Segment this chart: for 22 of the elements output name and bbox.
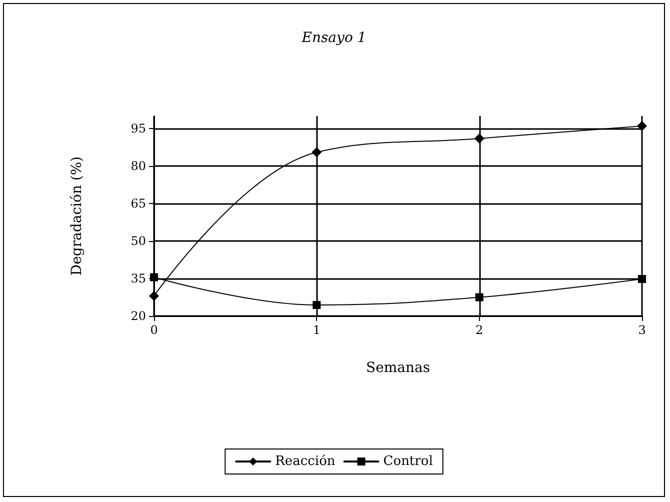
x-tick-label: 1 xyxy=(312,323,320,337)
point xyxy=(638,275,646,283)
point xyxy=(312,301,321,309)
y-axis-title: Degradación (%) xyxy=(69,156,85,276)
x-tick-label: 0 xyxy=(150,323,158,337)
y-tick-label: 20 xyxy=(130,309,146,323)
point xyxy=(475,293,484,302)
y-tick-label: 35 xyxy=(130,272,146,286)
y-tick-label: 65 xyxy=(130,196,146,210)
legend-label: Control xyxy=(383,454,433,469)
point xyxy=(149,291,159,301)
x-tick-label: 3 xyxy=(638,323,646,337)
point xyxy=(637,121,647,131)
legend-label: Reacción xyxy=(275,454,336,469)
x-tick-label: 2 xyxy=(476,323,484,337)
y-tick-label: 95 xyxy=(130,122,146,136)
y-tick-label: 80 xyxy=(130,159,146,173)
point xyxy=(312,147,322,158)
y-tick-label: 50 xyxy=(130,234,146,248)
chart-title: Ensayo 1 xyxy=(300,30,366,46)
x-axis-title: Semanas xyxy=(366,360,430,376)
point xyxy=(474,134,484,144)
